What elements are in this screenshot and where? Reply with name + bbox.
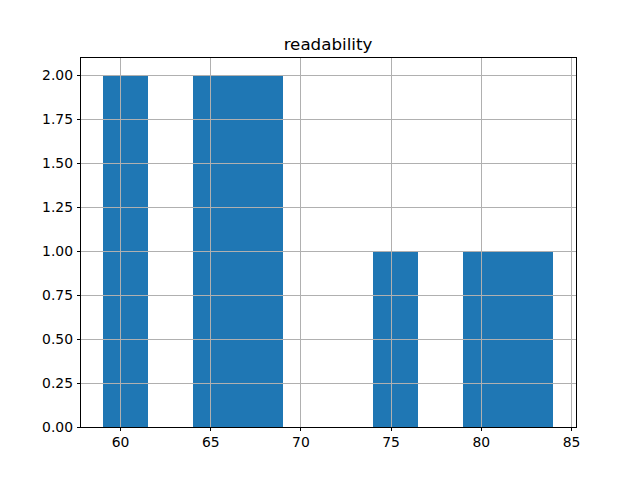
y-tick-label: 0.50 xyxy=(42,331,73,347)
plot-area: 60 65 70 75 80 85 0.00 0.25 0.50 0.75 1.00 1.25 1.50… xyxy=(0,0,640,480)
x-tick-label: 65 xyxy=(202,434,220,450)
figure: 60 65 70 75 80 85 0.00 0.25 0.50 0.75 1.00 1.25 1.50… xyxy=(0,0,640,480)
y-tick-label: 2.00 xyxy=(42,67,73,83)
y-tick-label: 1.50 xyxy=(42,155,73,171)
y-tick-label: 0.25 xyxy=(42,375,73,391)
x-tick-label: 70 xyxy=(292,434,310,450)
y-tick-label: 0.75 xyxy=(42,287,73,303)
y-tick-label: 1.25 xyxy=(42,199,73,215)
y-tick-label: 1.00 xyxy=(42,243,73,259)
chart-title: readability xyxy=(284,34,373,54)
y-tick-label: 0.00 xyxy=(42,419,73,435)
x-tick-label: 85 xyxy=(563,434,581,450)
x-tick-label: 60 xyxy=(112,434,130,450)
x-tick-label: 75 xyxy=(382,434,400,450)
x-tick-label: 80 xyxy=(472,434,490,450)
y-tick-label: 1.75 xyxy=(42,111,73,127)
